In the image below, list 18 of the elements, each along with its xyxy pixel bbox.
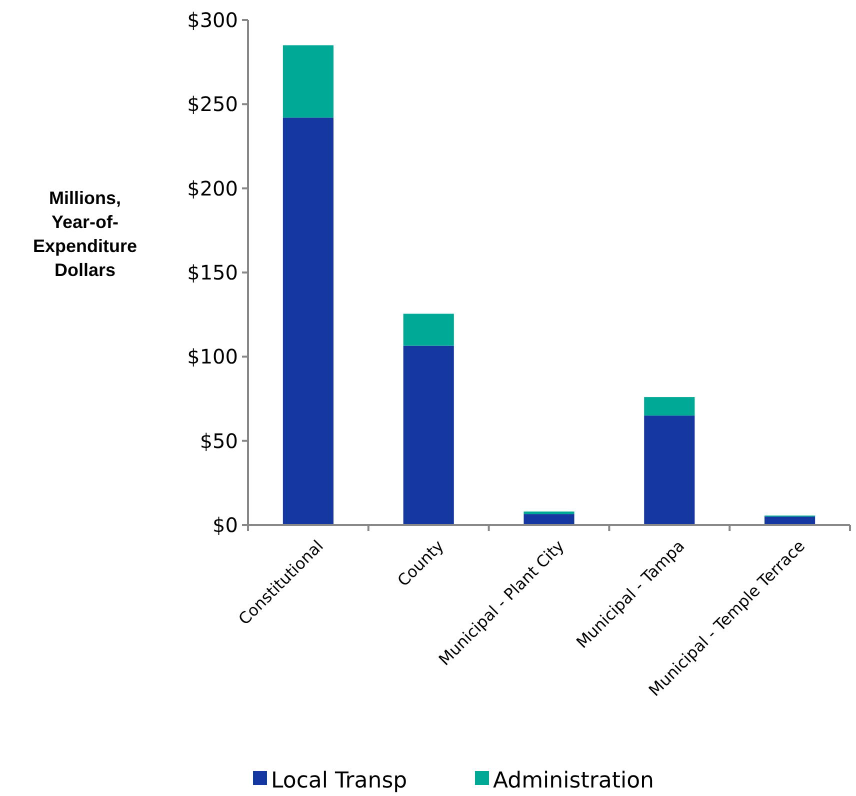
y-tick-label: $250 bbox=[187, 92, 238, 116]
y-tick-label: $50 bbox=[200, 428, 238, 453]
bar bbox=[403, 314, 454, 346]
bar bbox=[403, 346, 454, 525]
y-tick-label: $200 bbox=[187, 176, 238, 200]
y-axis-title: Millions, Year-of-Expenditure Dollars bbox=[32, 188, 138, 280]
bar bbox=[644, 397, 695, 416]
bar bbox=[644, 416, 695, 525]
legend-label: Administration bbox=[493, 768, 654, 794]
legend-label: Local Transp bbox=[271, 768, 408, 794]
bar bbox=[524, 512, 574, 514]
y-tick-label: $100 bbox=[187, 344, 238, 369]
bar bbox=[282, 45, 334, 118]
y-tick-label: $0 bbox=[212, 513, 238, 537]
bar bbox=[282, 118, 334, 525]
y-tick-label: $300 bbox=[187, 8, 238, 32]
y-tick-label: $150 bbox=[187, 260, 238, 284]
bar bbox=[524, 514, 574, 525]
